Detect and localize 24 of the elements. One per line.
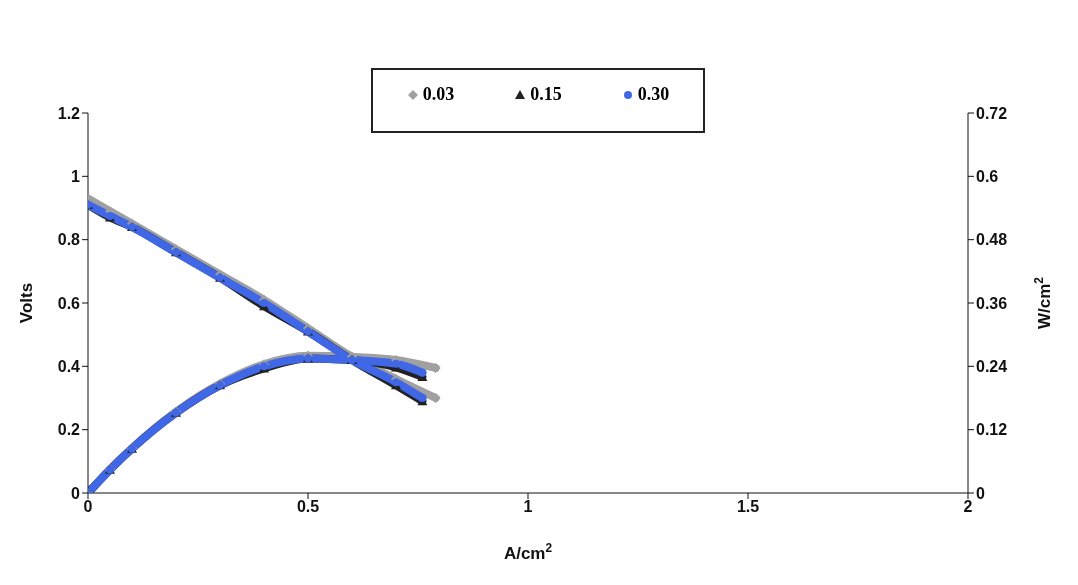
y-tick-label: 1.2 (57, 104, 81, 122)
y-tick-label: 0.4 (57, 358, 81, 376)
y-tick-label: 0.6 (57, 294, 81, 312)
y2-tick-label: 0.24 (976, 358, 1008, 376)
y-tick-label: 1 (71, 168, 81, 186)
y2-tick-label: 0.6 (976, 168, 999, 186)
y2-tick-label: 0 (976, 484, 985, 502)
y2-tick-label: 0.48 (976, 231, 1008, 249)
x-tick-label: 2 (963, 498, 973, 516)
legend-label: 0.03 (422, 84, 455, 105)
x-tick-label: 1 (523, 498, 533, 516)
y-tick-label: 0.2 (57, 421, 81, 439)
y-axis-title: Volts (17, 282, 36, 324)
x-tick-label: 1.5 (736, 498, 760, 516)
y-tick-label: 0.8 (57, 231, 81, 249)
y2-tick-label: 0.72 (976, 104, 1008, 122)
x-axis-title: A/cm$^{2}$ (503, 541, 553, 563)
y2-tick-label: 0.36 (976, 294, 1008, 312)
legend-label: 0.15 (530, 84, 562, 105)
x-tick-label: 0 (83, 498, 93, 516)
y2-tick-label: 0.12 (976, 421, 1008, 439)
x-tick-label: 0.5 (296, 498, 320, 516)
y-tick-label: 0 (71, 484, 81, 502)
legend-label: 0.30 (637, 84, 670, 105)
